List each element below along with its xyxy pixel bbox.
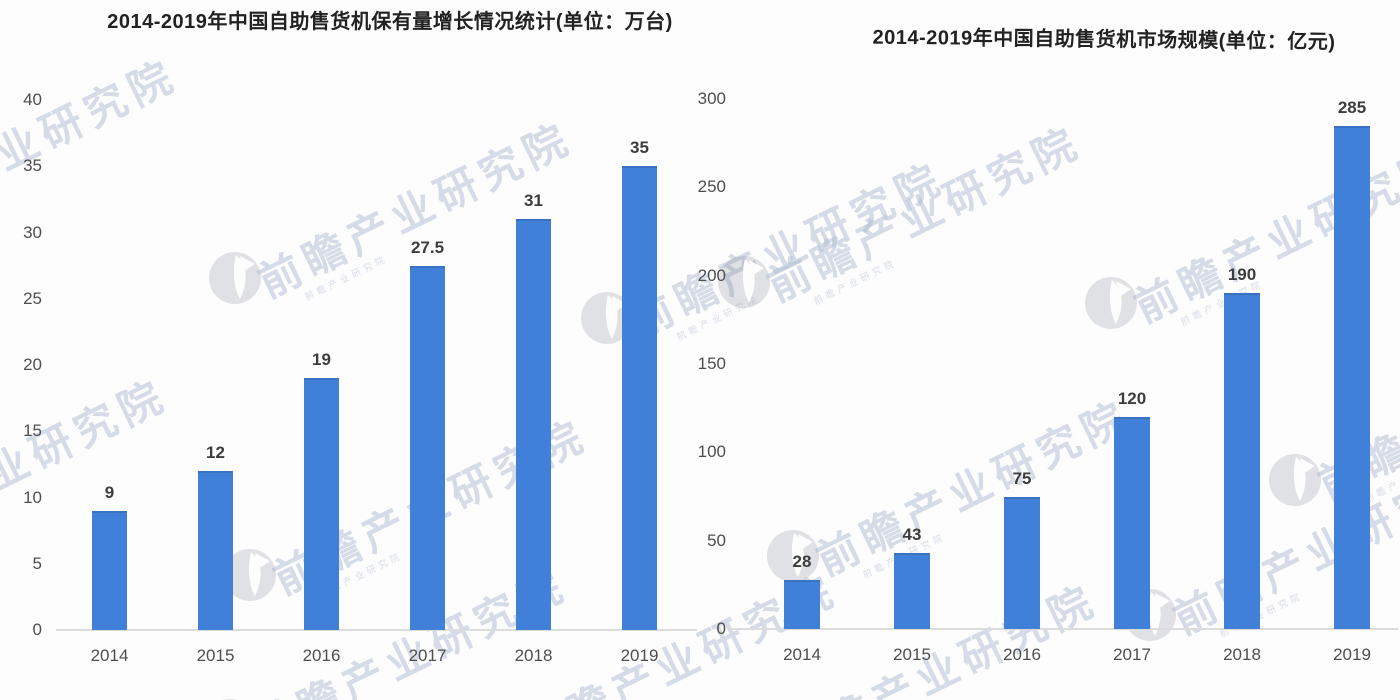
bar bbox=[516, 219, 551, 630]
bar-value-label: 190 bbox=[1227, 265, 1257, 285]
y-tick-label: 25 bbox=[23, 288, 42, 308]
x-tick-label: 2018 bbox=[514, 646, 553, 665]
bar-value-label: 28 bbox=[792, 551, 812, 571]
bar bbox=[894, 553, 930, 629]
bar bbox=[1114, 417, 1150, 629]
bar-value-label: 285 bbox=[1337, 97, 1367, 117]
y-tick-label: 5 bbox=[32, 553, 42, 573]
bar bbox=[1224, 293, 1260, 629]
y-tick-label: 300 bbox=[697, 89, 726, 108]
y-tick-label: 0 bbox=[32, 620, 42, 639]
y-tick-label: 10 bbox=[23, 487, 42, 507]
bar bbox=[304, 378, 339, 630]
y-tick-label: 0 bbox=[716, 619, 726, 638]
bar-value-label: 75 bbox=[1012, 468, 1032, 488]
bar bbox=[622, 166, 657, 630]
y-tick-label: 20 bbox=[23, 355, 42, 374]
chart-title-market-size: 2014-2019年中国自助售货机市场规模(单位：亿元) bbox=[872, 26, 1336, 54]
bar bbox=[198, 471, 233, 630]
x-axis-line bbox=[56, 629, 697, 631]
bar-value-label: 31 bbox=[524, 191, 543, 211]
bar-value-label: 120 bbox=[1117, 389, 1147, 408]
chart-title-holdings: 2014-2019年中国自助售货机保有量增长情况统计(单位：万台) bbox=[107, 11, 673, 33]
bar-value-label: 12 bbox=[206, 443, 225, 462]
x-tick-label: 2016 bbox=[302, 646, 341, 665]
y-tick-label: 100 bbox=[697, 442, 726, 462]
bar bbox=[1004, 496, 1040, 629]
y-tick-label: 200 bbox=[697, 265, 726, 285]
x-tick-label: 2019 bbox=[1333, 645, 1371, 664]
x-tick-label: 2018 bbox=[1223, 645, 1261, 664]
y-tick-label: 30 bbox=[23, 222, 42, 242]
bar bbox=[410, 265, 445, 630]
x-tick-label: 2014 bbox=[90, 646, 129, 665]
bar-value-label: 27.5 bbox=[410, 237, 445, 257]
bar-value-label: 35 bbox=[630, 138, 649, 158]
bar bbox=[1334, 125, 1370, 629]
y-tick-label: 15 bbox=[23, 421, 42, 441]
bar bbox=[784, 579, 820, 629]
bar-value-label: 19 bbox=[312, 350, 331, 370]
y-tick-label: 35 bbox=[23, 156, 42, 176]
bar bbox=[92, 510, 127, 630]
x-tick-label: 2015 bbox=[196, 646, 235, 665]
x-tick-label: 2016 bbox=[1003, 645, 1041, 664]
x-axis-line bbox=[728, 628, 1398, 630]
y-tick-label: 150 bbox=[697, 354, 726, 373]
x-tick-label: 2014 bbox=[783, 645, 821, 664]
x-tick-label: 2015 bbox=[893, 645, 931, 664]
x-tick-label: 2019 bbox=[620, 646, 659, 665]
y-tick-label: 250 bbox=[697, 177, 726, 197]
y-tick-label: 40 bbox=[23, 90, 42, 109]
x-tick-label: 2017 bbox=[1113, 645, 1151, 664]
x-tick-label: 2017 bbox=[408, 646, 447, 665]
bar-value-label: 43 bbox=[902, 525, 922, 545]
bar-value-label: 9 bbox=[104, 482, 115, 502]
y-tick-label: 50 bbox=[707, 530, 726, 550]
